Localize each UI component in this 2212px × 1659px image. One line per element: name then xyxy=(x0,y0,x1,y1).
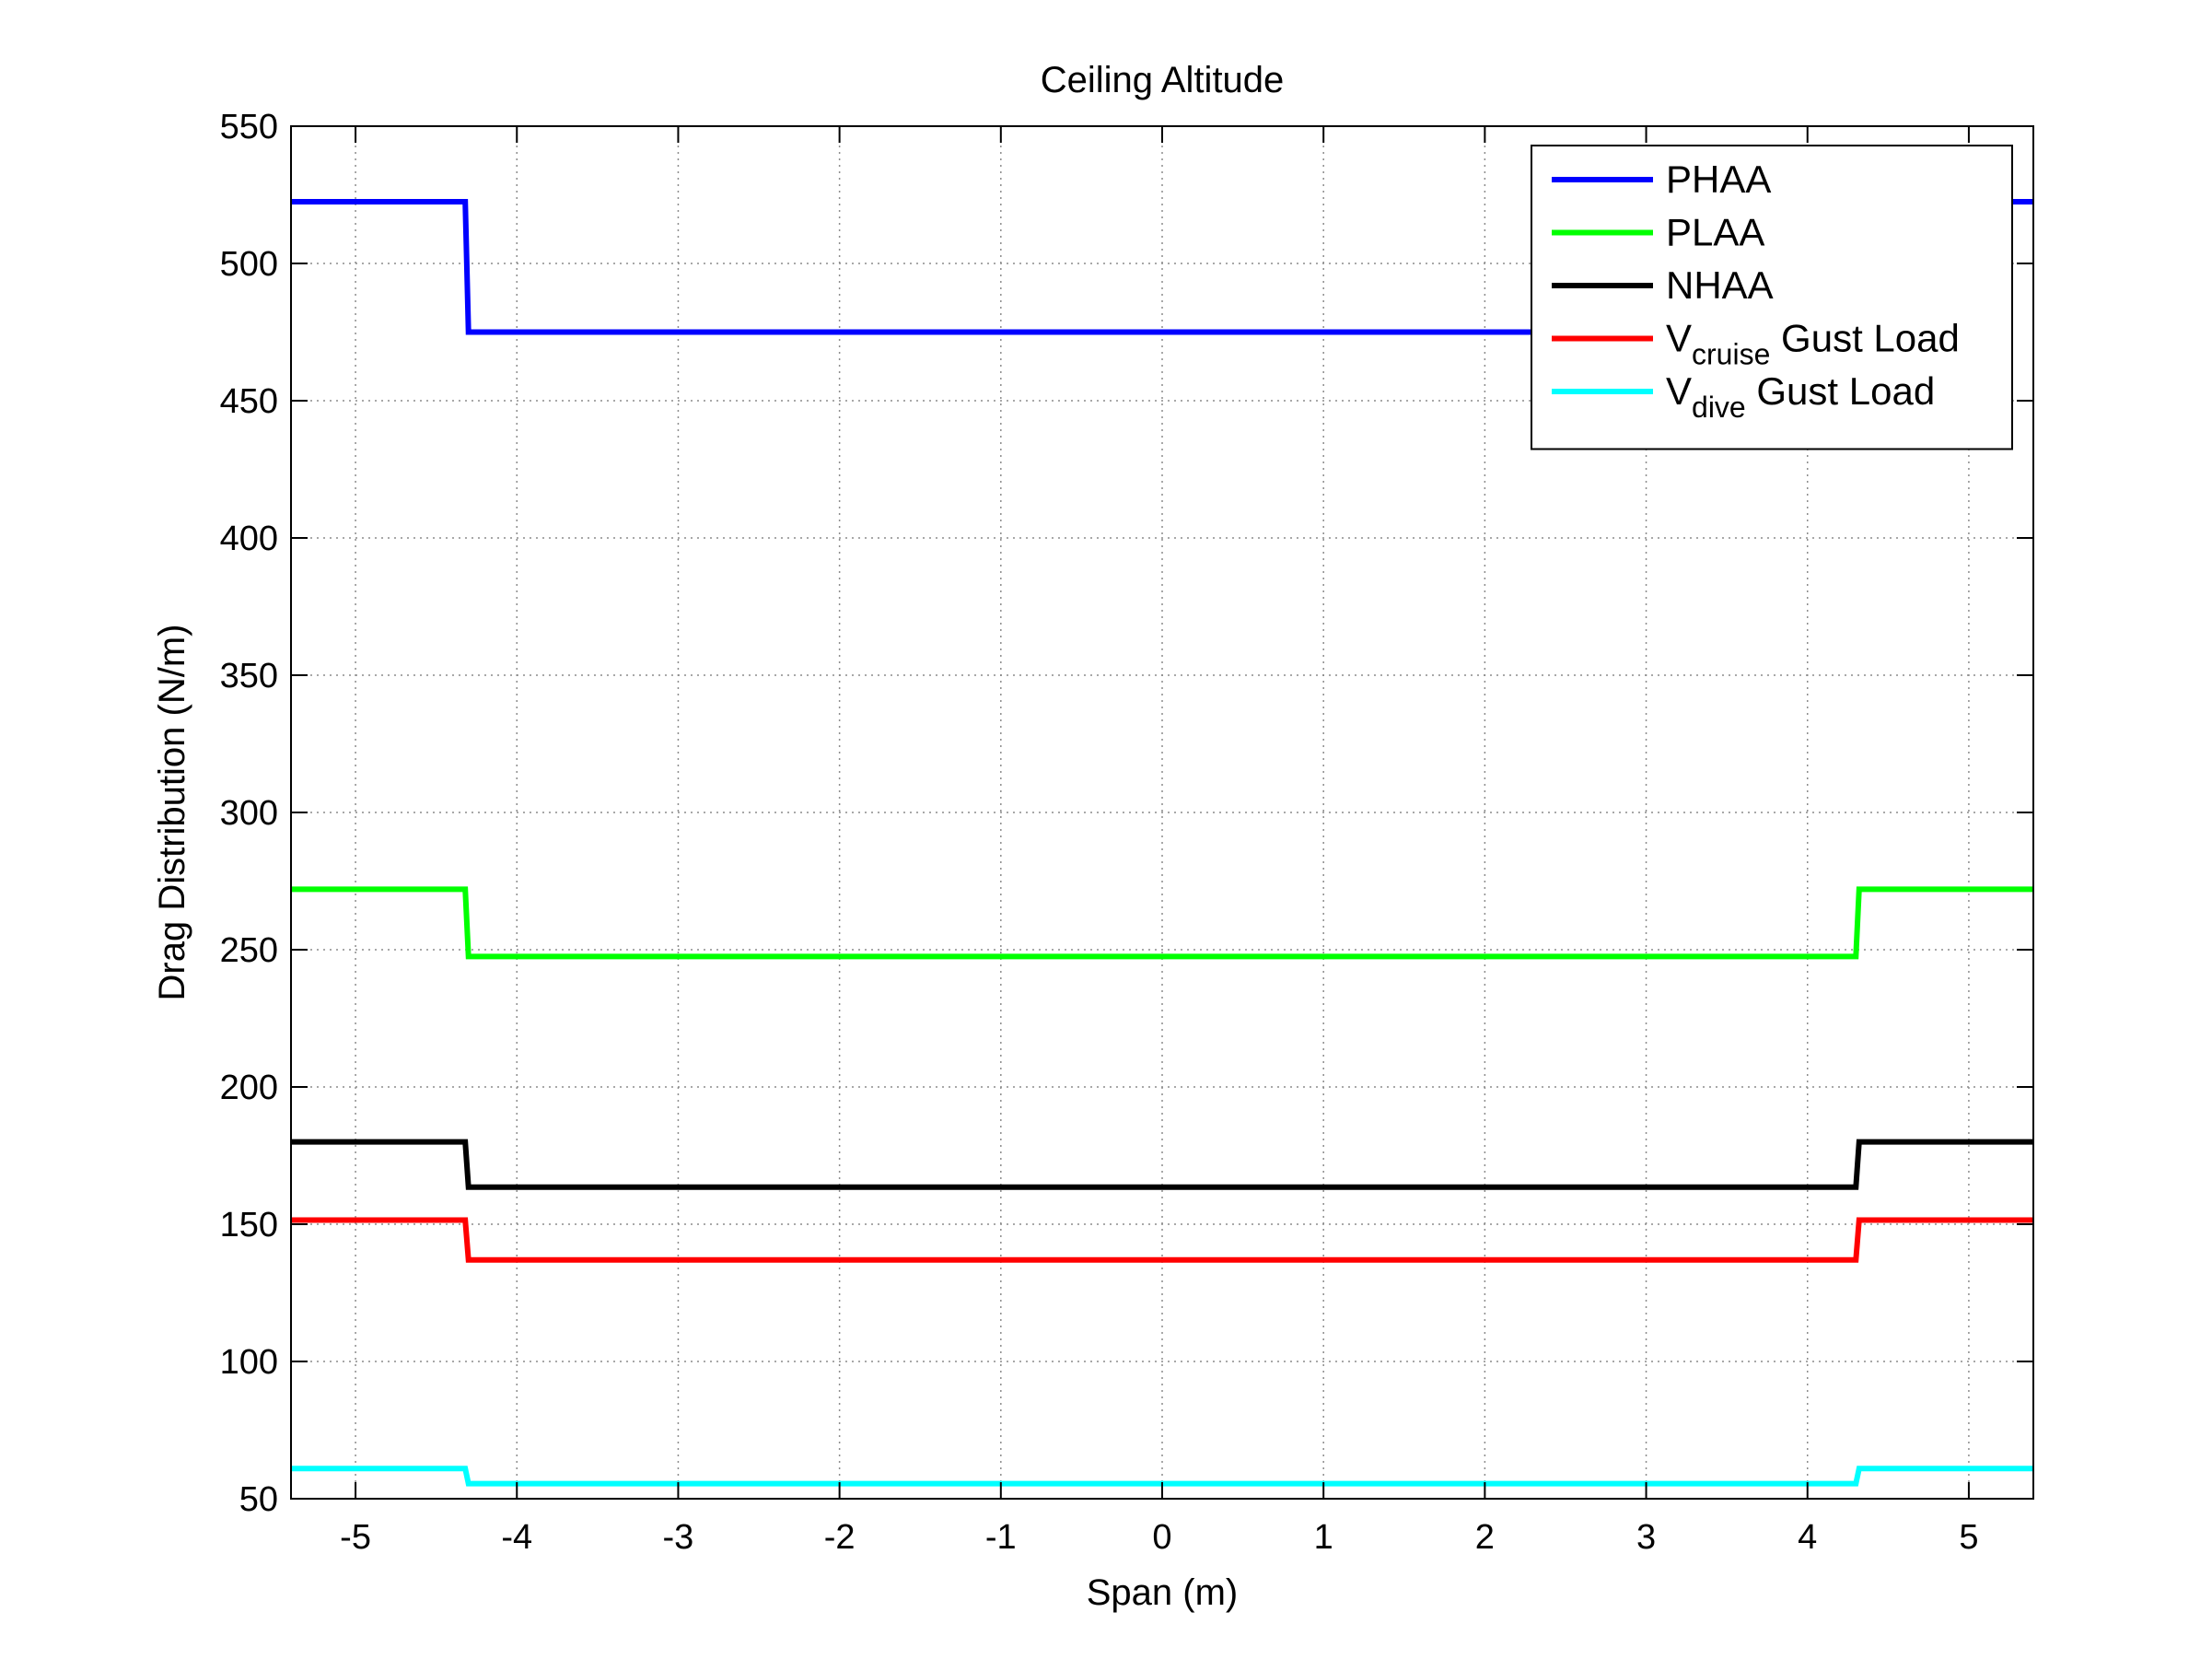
x-tick-label: 2 xyxy=(1475,1518,1495,1557)
y-tick-label: 550 xyxy=(220,108,278,146)
legend-label-main: V xyxy=(1666,369,1692,413)
x-tick-label: 3 xyxy=(1636,1518,1656,1557)
series-line-3 xyxy=(291,1139,2033,1190)
y-tick-label: 250 xyxy=(220,931,278,970)
x-tick-label: 1 xyxy=(1314,1518,1333,1557)
y-tick-label: 400 xyxy=(220,520,278,558)
legend-box xyxy=(1531,145,2013,450)
x-tick-label: -1 xyxy=(985,1518,1017,1557)
legend-label-subscript: cruise xyxy=(1692,338,1770,371)
y-tick-label: 100 xyxy=(220,1343,278,1382)
x-tick-label: 4 xyxy=(1798,1518,1817,1557)
legend-item: Vdive Gust Load xyxy=(1552,369,1935,424)
legend-label: Vcruise Gust Load xyxy=(1666,317,1960,371)
legend-item: NHAA xyxy=(1552,263,1774,307)
legend-label-main: PLAA xyxy=(1666,211,1764,254)
legend-label: NHAA xyxy=(1666,263,1774,307)
y-tick-label: 450 xyxy=(220,382,278,421)
legend-label: PLAA xyxy=(1666,211,1764,254)
x-tick-label: -2 xyxy=(824,1518,856,1557)
x-tick-labels: -5 -4 -3 -2 -1 0 1 2 3 4 5 xyxy=(340,1518,1978,1557)
legend-label: PHAA xyxy=(1666,158,1771,201)
legend-item: PLAA xyxy=(1552,211,1764,254)
x-tick-label: 5 xyxy=(1959,1518,1978,1557)
y-tick-label: 50 xyxy=(239,1480,278,1519)
x-tick-label: -4 xyxy=(501,1518,532,1557)
legend-label-subscript: dive xyxy=(1692,391,1746,424)
y-tick-labels: 50 100 150 200 250 300 350 400 450 500 550 xyxy=(220,108,278,1519)
x-axis-label: Span (m) xyxy=(1087,1572,1239,1613)
series-line-2 xyxy=(291,886,2033,960)
legend-label-main: NHAA xyxy=(1666,263,1774,307)
legend-item: PHAA xyxy=(1552,158,1771,201)
y-tick-label: 200 xyxy=(220,1069,278,1107)
y-tick-label: 150 xyxy=(220,1206,278,1244)
legend-label-main: PHAA xyxy=(1666,158,1771,201)
y-tick-label: 300 xyxy=(220,794,278,833)
legend-item: Vcruise Gust Load xyxy=(1552,317,1960,371)
legend-label: Vdive Gust Load xyxy=(1666,369,1935,424)
x-tick-label: -3 xyxy=(663,1518,694,1557)
series-line-4 xyxy=(291,1217,2033,1263)
legend-label-main: V xyxy=(1666,317,1692,360)
y-tick-label: 500 xyxy=(220,245,278,284)
x-tick-label: -5 xyxy=(340,1518,371,1557)
ticks xyxy=(291,125,2033,1500)
x-tick-label: 0 xyxy=(1152,1518,1171,1557)
legend-label-suffix: Gust Load xyxy=(1770,317,1959,360)
y-axis-label: Drag Distribution (N/m) xyxy=(152,625,192,1001)
chart-title: Ceiling Altitude xyxy=(1041,60,1285,100)
legend-label-suffix: Gust Load xyxy=(1746,369,1935,413)
y-tick-label: 350 xyxy=(220,657,278,695)
